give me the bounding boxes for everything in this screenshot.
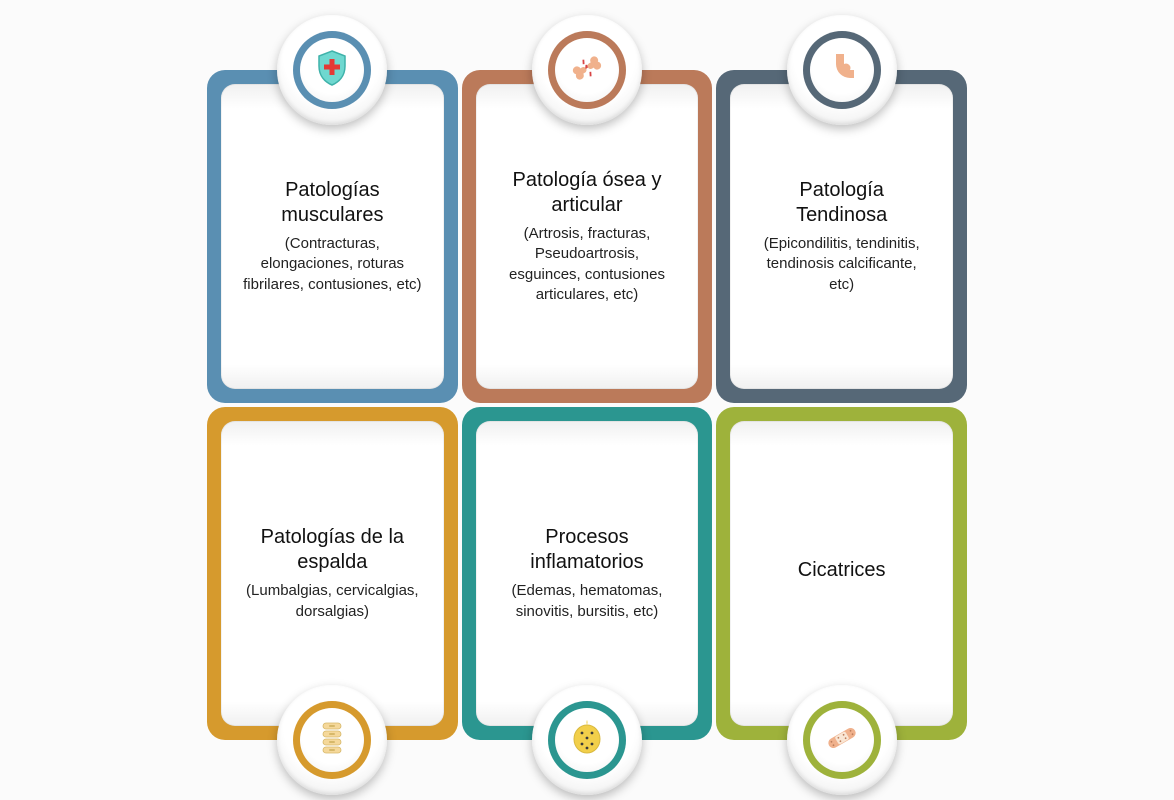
card-inner: Patologías de la espalda (Lumbalgias, ce… bbox=[221, 421, 444, 726]
badge-disc bbox=[555, 708, 619, 772]
badge-disc bbox=[300, 38, 364, 102]
card-subtitle: (Edemas, hematomas, sinovitis, bursitis,… bbox=[498, 581, 677, 622]
badge-disc bbox=[810, 38, 874, 102]
card-espalda: Patologías de la espalda (Lumbalgias, ce… bbox=[207, 407, 458, 740]
joint-icon bbox=[822, 48, 862, 93]
bandage-icon bbox=[822, 718, 862, 763]
cards-grid: Patologías musculares (Contracturas, elo… bbox=[207, 70, 967, 740]
badge-ring bbox=[803, 31, 881, 109]
badge-ring bbox=[293, 701, 371, 779]
badge-ring bbox=[548, 701, 626, 779]
card-osea: Patología ósea y articular (Artrosis, fr… bbox=[462, 70, 713, 403]
badge-disc bbox=[300, 708, 364, 772]
spine-icon bbox=[312, 718, 352, 763]
badge-disc bbox=[810, 708, 874, 772]
card-subtitle: (Lumbalgias, cervicalgias, dorsalgias) bbox=[243, 581, 422, 622]
card-title: Procesos inflamatorios bbox=[498, 525, 677, 575]
infographic-stage: Patologías musculares (Contracturas, elo… bbox=[0, 0, 1174, 800]
badge-ring bbox=[803, 701, 881, 779]
card-badge bbox=[532, 685, 642, 795]
swelling-icon bbox=[567, 718, 607, 763]
card-title: Patologías musculares bbox=[243, 178, 422, 228]
badge-ring bbox=[293, 31, 371, 109]
card-badge bbox=[277, 685, 387, 795]
card-badge bbox=[532, 15, 642, 125]
card-title: Patologías de la espalda bbox=[243, 525, 422, 575]
card-badge bbox=[787, 15, 897, 125]
card-inner: Procesos inflamatorios (Edemas, hematoma… bbox=[476, 421, 699, 726]
card-inflamatorios: Procesos inflamatorios (Edemas, hematoma… bbox=[462, 407, 713, 740]
card-cicatrices: Cicatrices bbox=[716, 407, 967, 740]
card-title: Patología ósea y articular bbox=[498, 168, 677, 218]
badge-disc bbox=[555, 38, 619, 102]
shield-cross-icon bbox=[312, 48, 352, 93]
bone-broken-icon bbox=[567, 48, 607, 93]
card-badge bbox=[277, 15, 387, 125]
card-subtitle: (Epicondilitis, tendinitis, tendinosis c… bbox=[752, 234, 931, 295]
card-inner: Cicatrices bbox=[730, 421, 953, 726]
card-title: Patología Tendinosa bbox=[752, 178, 931, 228]
card-inner: Patología ósea y articular (Artrosis, fr… bbox=[476, 84, 699, 389]
card-tendinosa: Patología Tendinosa (Epicondilitis, tend… bbox=[716, 70, 967, 403]
card-muscular: Patologías musculares (Contracturas, elo… bbox=[207, 70, 458, 403]
badge-ring bbox=[548, 31, 626, 109]
card-subtitle: (Contracturas, elongaciones, roturas fib… bbox=[243, 234, 422, 295]
card-inner: Patologías musculares (Contracturas, elo… bbox=[221, 84, 444, 389]
card-title: Cicatrices bbox=[798, 558, 886, 583]
card-badge bbox=[787, 685, 897, 795]
card-subtitle: (Artrosis, fracturas, Pseudoartrosis, es… bbox=[498, 224, 677, 305]
card-inner: Patología Tendinosa (Epicondilitis, tend… bbox=[730, 84, 953, 389]
